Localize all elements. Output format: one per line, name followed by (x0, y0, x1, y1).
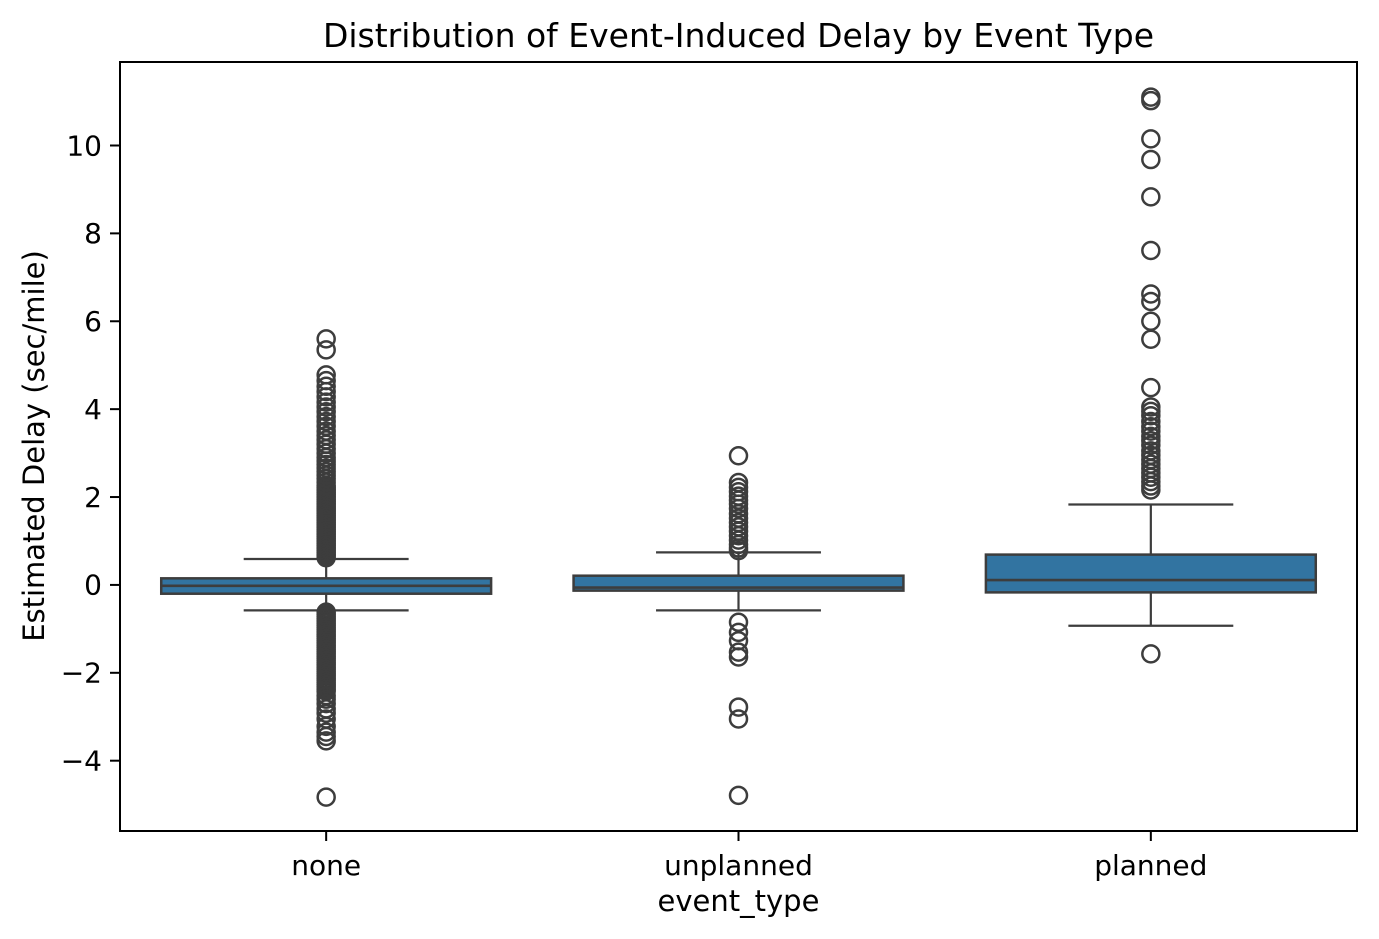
outlier-none (316, 402, 336, 422)
outlier-unplanned (728, 622, 749, 643)
outlier-none (316, 421, 336, 441)
outlier-unplanned (728, 647, 749, 667)
outlier-none (316, 703, 336, 723)
outlier-planned (1141, 377, 1161, 398)
plot-spines (119, 61, 1358, 832)
x-tick-label-none: none (291, 849, 361, 882)
outlier-none (316, 340, 336, 360)
outlier-planned (1141, 149, 1161, 170)
outlier-planned (1141, 441, 1161, 461)
outlier-planned (1141, 426, 1161, 447)
y-axis-label: Estimated Delay (sec/mile) (17, 250, 51, 642)
outlier-planned (1141, 187, 1161, 207)
outlier-planned (1141, 397, 1161, 417)
outlier-planned (1141, 291, 1161, 312)
outlier-none (316, 406, 336, 427)
y-tick-label-4: 4 (84, 393, 102, 426)
outlier-none (316, 416, 336, 437)
outlier-planned (1141, 284, 1161, 304)
y-tick-label-8: 8 (84, 217, 102, 250)
outlier-none (316, 731, 336, 751)
y-tick-label--4: −4 (61, 744, 102, 777)
x-tick-label-unplanned: unplanned (664, 849, 813, 882)
outlier-unplanned (728, 785, 749, 806)
outlier-planned (1141, 311, 1161, 332)
chart-title: Distribution of Event-Induced Delay by E… (322, 16, 1155, 55)
box-planned (984, 553, 1318, 594)
outlier-planned (1141, 416, 1161, 437)
outlier-none (316, 370, 336, 391)
outlier-none (316, 397, 336, 417)
outlier-none (316, 787, 336, 807)
outlier-unplanned (728, 472, 749, 493)
outlier-none (316, 329, 336, 349)
y-tick-label-2: 2 (84, 481, 102, 514)
y-tick-label-10: 10 (66, 129, 102, 162)
outlier-unplanned (728, 612, 749, 633)
outlier-unplanned (728, 445, 749, 466)
outlier-none (316, 716, 336, 737)
y-tick-label--2: −2 (61, 657, 102, 690)
outlier-unplanned (728, 709, 749, 729)
outlier-planned (1141, 87, 1161, 107)
outlier-planned (1141, 329, 1161, 350)
outlier-none (316, 365, 336, 385)
outlier-unplanned (728, 642, 749, 662)
x-tick-label-planned: planned (1094, 849, 1207, 882)
outlier-planned (1141, 129, 1161, 149)
outlier-planned (1141, 240, 1161, 261)
y-tick-label-0: 0 (84, 569, 102, 602)
y-tick-label-6: 6 (84, 305, 102, 338)
outlier-none (316, 693, 336, 714)
outlier-unplanned (728, 477, 749, 498)
outlier-none (316, 411, 336, 432)
outlier-none (316, 376, 336, 397)
outlier-unplanned (728, 697, 749, 717)
outlier-planned (1141, 644, 1161, 664)
outlier-planned (1141, 411, 1161, 432)
x-axis-label: event_type (657, 884, 820, 918)
